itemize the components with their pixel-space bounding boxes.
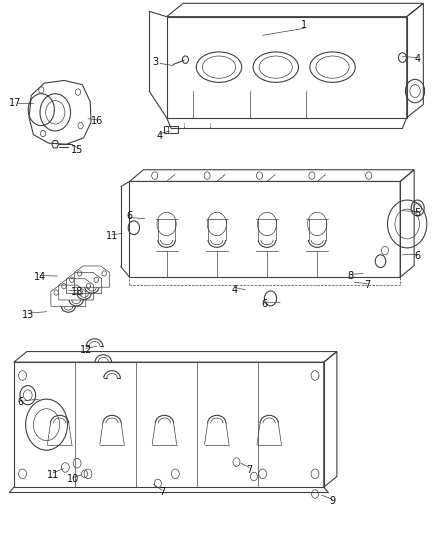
Text: 7: 7	[247, 465, 253, 474]
Text: 9: 9	[329, 496, 336, 506]
Text: 14: 14	[34, 272, 46, 282]
Text: 7: 7	[159, 488, 166, 497]
Text: 1: 1	[301, 20, 307, 30]
Text: 8: 8	[347, 271, 353, 281]
Text: 16: 16	[91, 116, 103, 126]
Text: 5: 5	[414, 208, 421, 219]
Text: 4: 4	[415, 54, 421, 64]
Text: 3: 3	[152, 57, 159, 67]
Text: 11: 11	[106, 231, 118, 241]
Text: 10: 10	[67, 474, 79, 484]
Text: 6: 6	[127, 211, 133, 221]
Text: 17: 17	[8, 98, 21, 108]
Text: 6: 6	[262, 298, 268, 309]
Text: 4: 4	[231, 286, 237, 295]
Text: 13: 13	[21, 310, 34, 320]
Text: 18: 18	[71, 287, 83, 297]
Text: 6: 6	[415, 251, 421, 261]
Text: 12: 12	[80, 345, 92, 356]
Text: 15: 15	[71, 144, 83, 155]
Text: 11: 11	[47, 470, 59, 480]
Text: 7: 7	[364, 280, 371, 290]
Text: 6: 6	[17, 397, 23, 407]
Text: 4: 4	[157, 131, 163, 141]
